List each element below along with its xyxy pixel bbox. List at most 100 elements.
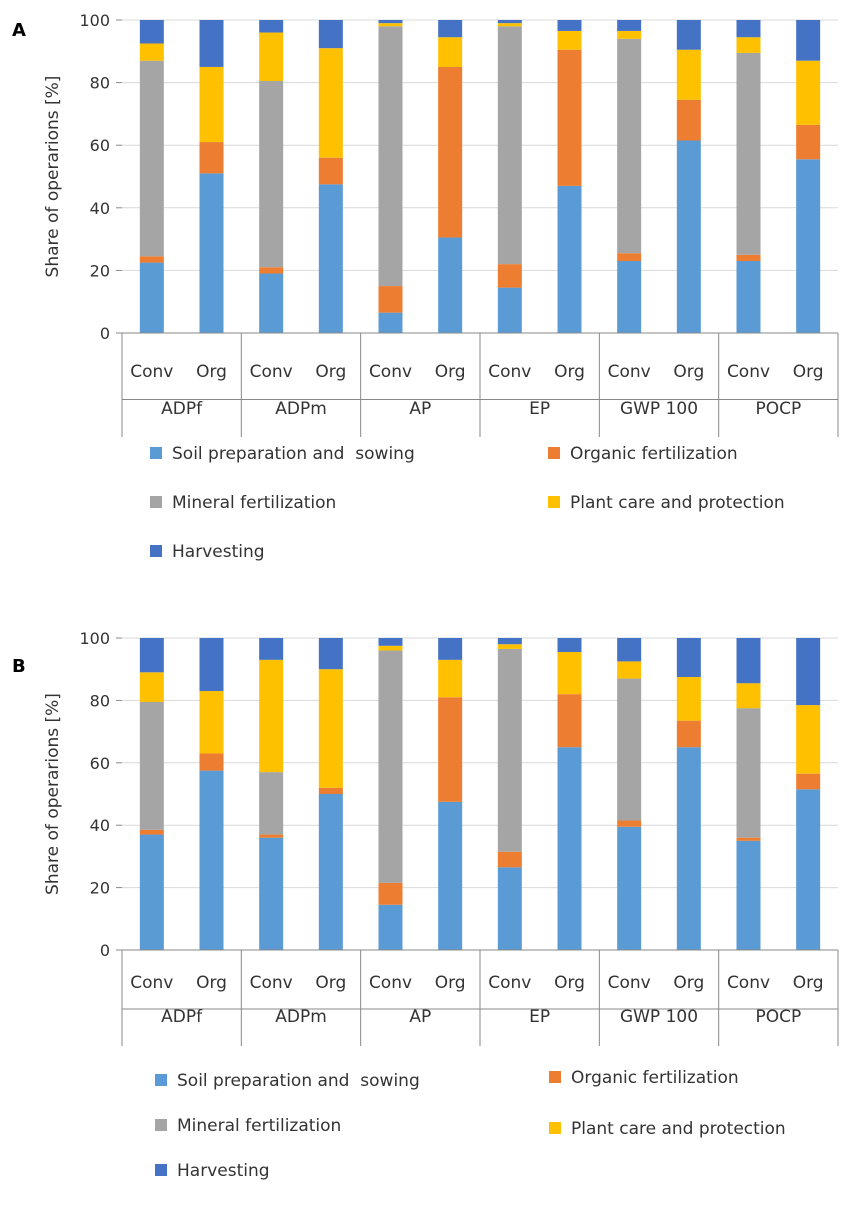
- bar-segment-ap-conv-s3: [378, 23, 403, 27]
- bar-segment-gwp-100-conv-s3: [617, 30, 642, 39]
- bar-segment-ap-conv-s1: [378, 286, 403, 313]
- bar-segment-gwp-100-org-s3: [676, 49, 701, 100]
- x-subcategory-label: Org: [196, 362, 227, 382]
- bar-segment-gwp-100-conv-s2: [617, 38, 642, 254]
- chart-panel-A: A 0 20 40 60 80 100 Share of operarions [%] Conv…: [12, 11, 839, 562]
- bar-segment-adpm-conv-s0: [259, 273, 284, 333]
- legend-swatch: [150, 545, 162, 557]
- bar-segment-ep-org-s0: [557, 747, 582, 950]
- bar-segment-ap-org-s3: [438, 659, 463, 698]
- bar-segment-adpm-org-s4: [318, 20, 343, 49]
- bar-segment-adpm-conv-s1: [259, 267, 284, 274]
- x-subcategory-label: Org: [196, 973, 227, 993]
- legend-swatch: [150, 447, 162, 459]
- bar-segment-adpm-org-s3: [318, 669, 343, 788]
- bar-segment-ap-conv-s1: [378, 882, 403, 905]
- x-subcategory-label: Org: [435, 973, 466, 993]
- bar-segment-gwp-100-conv-s0: [617, 261, 642, 333]
- bar-segment-adpf-conv-s4: [139, 20, 164, 44]
- x-group-label: AP: [409, 399, 431, 419]
- bar-segment-pocp-conv-s4: [736, 638, 761, 684]
- bar-segment-ep-conv-s3: [497, 644, 522, 649]
- bar-segment-adpm-conv-s4: [259, 638, 284, 660]
- x-subcategory-label: Org: [673, 362, 704, 382]
- bar-segment-gwp-100-conv-s1: [617, 253, 642, 262]
- bar-segment-ap-org-s1: [438, 697, 463, 802]
- legend-swatch: [548, 447, 560, 459]
- bar-segment-adpf-conv-s3: [139, 672, 164, 702]
- bar-segment-adpf-conv-s2: [139, 60, 164, 257]
- bar-segment-pocp-conv-s1: [736, 837, 761, 841]
- y-tick-label: 20: [90, 261, 110, 280]
- bar-segment-pocp-conv-s0: [736, 261, 761, 333]
- bar-segment-ap-org-s0: [438, 237, 463, 333]
- x-group-label: EP: [529, 1007, 550, 1027]
- y-tick-label: 100: [79, 629, 110, 648]
- bar-segment-ap-conv-s2: [378, 650, 403, 883]
- x-group-label: EP: [529, 399, 550, 419]
- bar-segment-adpf-conv-s1: [139, 829, 164, 835]
- legend-swatch: [549, 1122, 561, 1134]
- x-group-label: ADPf: [161, 1007, 203, 1027]
- x-subcategory-label: Conv: [488, 973, 531, 993]
- bar-segment-ep-conv-s2: [497, 648, 522, 852]
- bar-segment-pocp-conv-s4: [736, 20, 761, 38]
- x-subcategory-label: Conv: [608, 973, 651, 993]
- bar-segment-ep-conv-s2: [497, 26, 522, 265]
- bar-segment-pocp-conv-s2: [736, 52, 761, 255]
- bar-segment-adpm-org-s0: [318, 794, 343, 950]
- bar-segment-ep-org-s4: [557, 638, 582, 653]
- bar-segment-ep-org-s3: [557, 30, 582, 50]
- bar-segment-pocp-conv-s3: [736, 683, 761, 709]
- bar-segment-ep-conv-s4: [497, 638, 522, 645]
- y-tick-label: 40: [90, 816, 110, 835]
- x-group-label: POCP: [755, 1007, 801, 1027]
- bar-segment-ap-conv-s3: [378, 645, 403, 651]
- bar-segment-adpf-conv-s3: [139, 43, 164, 61]
- bar-segment-gwp-100-conv-s0: [617, 826, 642, 950]
- legend: Soil preparation and sowing Organic ferti…: [155, 1068, 786, 1181]
- bar-segment-pocp-org-s1: [796, 124, 821, 160]
- bar-segment-adpm-conv-s2: [259, 81, 284, 268]
- x-subcategory-label: Org: [315, 362, 346, 382]
- y-tick-label: 60: [90, 136, 110, 155]
- bar-segment-pocp-org-s3: [796, 705, 821, 774]
- bar-segment-adpm-org-s1: [318, 787, 343, 794]
- x-subcategory-label: Conv: [608, 362, 651, 382]
- bar-segment-adpm-conv-s1: [259, 834, 284, 838]
- x-subcategory-label: Conv: [727, 362, 770, 382]
- y-axis-title: Share of operarions [%]: [43, 76, 63, 278]
- bar-segment-ep-conv-s4: [497, 20, 522, 24]
- x-subcategory-label: Org: [673, 973, 704, 993]
- bar-segment-adpf-org-s1: [199, 753, 224, 771]
- bar-segment-ap-org-s4: [438, 20, 463, 38]
- legend-swatch: [155, 1164, 167, 1176]
- bar-segment-ep-org-s1: [557, 49, 582, 186]
- y-tick-label: 40: [90, 199, 110, 218]
- bar-segment-pocp-org-s1: [796, 773, 821, 790]
- bar-segment-pocp-conv-s1: [736, 254, 761, 262]
- bar-segment-ep-org-s3: [557, 652, 582, 695]
- bar-segment-adpm-conv-s3: [259, 32, 284, 82]
- x-subcategory-label: Conv: [130, 973, 173, 993]
- bar-segment-adpf-org-s0: [199, 173, 224, 333]
- x-subcategory-label: Org: [793, 973, 824, 993]
- bar-segment-ap-conv-s0: [378, 904, 403, 950]
- legend-swatch: [155, 1074, 167, 1086]
- x-subcategory-label: Conv: [488, 362, 531, 382]
- legend: Soil preparation and sowing Organic ferti…: [150, 444, 785, 562]
- x-subcategory-label: Org: [554, 362, 585, 382]
- x-subcategory-label: Org: [315, 973, 346, 993]
- bar-segment-ap-conv-s4: [378, 20, 403, 24]
- bar-segment-gwp-100-org-s4: [676, 638, 701, 677]
- bar-segment-adpf-org-s3: [199, 691, 224, 754]
- bar-segment-gwp-100-org-s0: [676, 747, 701, 950]
- bar-segment-adpf-org-s1: [199, 142, 224, 174]
- legend-swatch: [155, 1119, 167, 1131]
- bar-segment-gwp-100-org-s1: [676, 99, 701, 141]
- x-group-label: ADPm: [275, 1007, 327, 1027]
- bar-segment-pocp-org-s3: [796, 60, 821, 125]
- bar-segment-ap-conv-s0: [378, 312, 403, 333]
- legend-swatch: [150, 496, 162, 508]
- x-group-label: ADPf: [161, 399, 203, 419]
